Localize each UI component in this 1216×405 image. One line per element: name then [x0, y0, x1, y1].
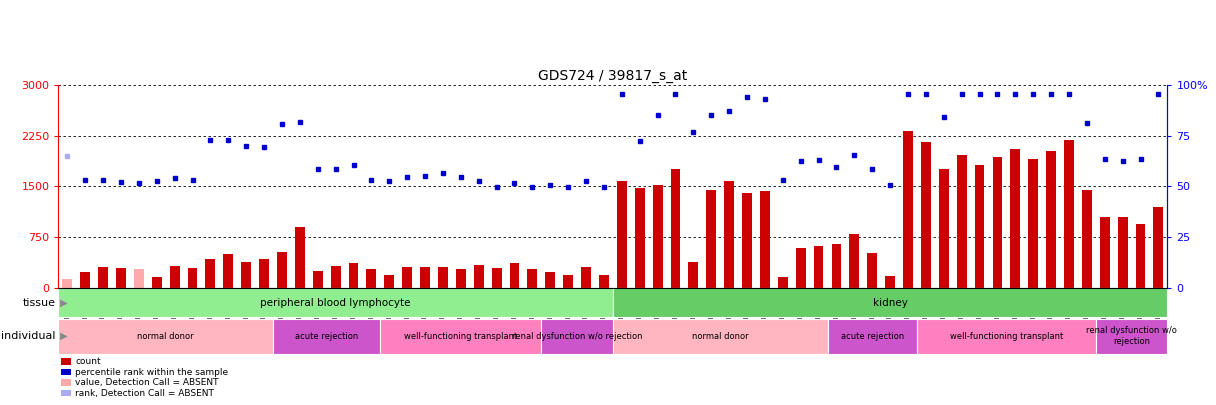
- Bar: [152, 277, 162, 288]
- Bar: [277, 252, 287, 288]
- Bar: [917, 319, 1096, 354]
- Text: kidney: kidney: [873, 298, 907, 308]
- Text: value, Detection Call = ABSENT: value, Detection Call = ABSENT: [75, 378, 219, 387]
- Text: tissue: tissue: [23, 298, 56, 308]
- Bar: [957, 155, 967, 288]
- Bar: [1099, 217, 1110, 288]
- Bar: [939, 169, 948, 288]
- Bar: [381, 319, 541, 354]
- Text: percentile rank within the sample: percentile rank within the sample: [75, 368, 229, 377]
- Bar: [1082, 190, 1092, 288]
- Text: renal dysfunction w/o
rejection: renal dysfunction w/o rejection: [1086, 326, 1177, 346]
- Bar: [1046, 151, 1055, 288]
- Bar: [617, 181, 626, 288]
- Bar: [241, 262, 250, 288]
- Bar: [832, 244, 841, 288]
- Bar: [975, 165, 985, 288]
- Bar: [98, 266, 108, 288]
- Text: normal donor: normal donor: [692, 332, 749, 341]
- Bar: [1096, 319, 1167, 354]
- Bar: [58, 319, 274, 354]
- Bar: [1064, 141, 1074, 288]
- Bar: [528, 269, 537, 288]
- Bar: [491, 268, 501, 288]
- Bar: [867, 253, 877, 288]
- Bar: [134, 269, 143, 288]
- Bar: [599, 275, 609, 288]
- Bar: [170, 266, 180, 288]
- Bar: [688, 262, 698, 288]
- Bar: [274, 319, 381, 354]
- Bar: [795, 248, 805, 288]
- Bar: [224, 254, 233, 288]
- Bar: [58, 288, 613, 318]
- Bar: [850, 234, 860, 288]
- Bar: [885, 276, 895, 288]
- Bar: [613, 319, 828, 354]
- Bar: [1029, 159, 1038, 288]
- Bar: [384, 275, 394, 288]
- Text: acute rejection: acute rejection: [295, 332, 359, 341]
- Bar: [474, 264, 484, 288]
- Bar: [903, 131, 913, 288]
- Bar: [670, 169, 681, 288]
- Bar: [295, 227, 305, 288]
- Bar: [613, 288, 1167, 318]
- Text: ▶: ▶: [57, 331, 68, 341]
- Bar: [1010, 149, 1020, 288]
- Text: rank, Detection Call = ABSENT: rank, Detection Call = ABSENT: [75, 389, 214, 398]
- Bar: [742, 193, 751, 288]
- Bar: [456, 269, 466, 288]
- Text: well-functioning transplant: well-functioning transplant: [950, 332, 1063, 341]
- Bar: [828, 319, 917, 354]
- Bar: [1118, 217, 1127, 288]
- Bar: [259, 258, 269, 288]
- Bar: [116, 268, 126, 288]
- Bar: [366, 269, 376, 288]
- Text: normal donor: normal donor: [137, 332, 195, 341]
- Bar: [814, 246, 823, 288]
- Text: ▶: ▶: [57, 298, 68, 308]
- Bar: [992, 157, 1002, 288]
- Bar: [581, 266, 591, 288]
- Bar: [80, 272, 90, 288]
- Bar: [187, 268, 197, 288]
- Text: well-functioning transplant: well-functioning transplant: [404, 332, 518, 341]
- Bar: [653, 185, 663, 288]
- Text: peripheral blood lymphocyte: peripheral blood lymphocyte: [260, 298, 411, 308]
- Bar: [635, 188, 644, 288]
- Text: renal dysfunction w/o rejection: renal dysfunction w/o rejection: [512, 332, 642, 341]
- Title: GDS724 / 39817_s_at: GDS724 / 39817_s_at: [539, 68, 687, 83]
- Bar: [206, 258, 215, 288]
- Bar: [541, 319, 613, 354]
- Text: individual: individual: [1, 331, 56, 341]
- Text: count: count: [75, 357, 101, 366]
- Bar: [778, 277, 788, 288]
- Bar: [421, 266, 430, 288]
- Bar: [510, 263, 519, 288]
- Bar: [313, 271, 322, 288]
- Bar: [563, 275, 573, 288]
- Bar: [1154, 207, 1164, 288]
- Bar: [402, 267, 412, 288]
- Bar: [921, 143, 930, 288]
- Bar: [62, 279, 72, 288]
- Bar: [438, 267, 447, 288]
- Bar: [545, 272, 556, 288]
- Bar: [1136, 224, 1145, 288]
- Bar: [331, 266, 340, 288]
- Bar: [706, 190, 716, 288]
- Text: acute rejection: acute rejection: [840, 332, 903, 341]
- Bar: [349, 262, 359, 288]
- Bar: [725, 181, 734, 288]
- Bar: [760, 191, 770, 288]
